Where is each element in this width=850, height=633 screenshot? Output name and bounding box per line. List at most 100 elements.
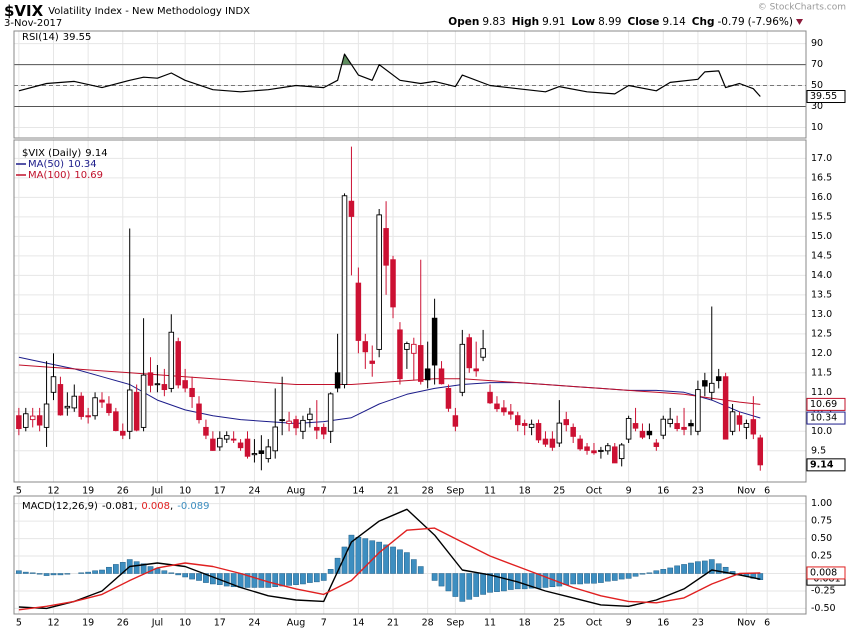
histogram-bar [244, 573, 251, 588]
histogram-bar [175, 573, 182, 576]
panel-frame [13, 30, 807, 139]
y-tick-label: 9.5 [811, 445, 826, 456]
x-tick-label: 16 [657, 618, 669, 629]
candle-body [133, 391, 140, 431]
candle-body [431, 317, 438, 366]
legend-separator: , [170, 501, 173, 512]
candle-body [16, 415, 22, 430]
x-tick-label: 12 [47, 618, 59, 629]
histogram-bar [695, 561, 701, 574]
candle-body [362, 341, 369, 353]
candle-body [64, 405, 71, 409]
candle-body [445, 387, 452, 409]
candle-body [23, 413, 29, 428]
candle-body [272, 426, 278, 452]
candle-body [161, 384, 168, 391]
candle-body [140, 374, 147, 428]
histogram-bar [106, 566, 112, 574]
y-tick-label: 13.5 [811, 289, 832, 300]
histogram-bar [452, 573, 459, 597]
x-tick-label: Jul [151, 486, 163, 497]
candle-body [320, 426, 327, 435]
candle-body [556, 422, 563, 444]
candle-body [480, 348, 486, 358]
histogram-bar [196, 573, 202, 581]
histogram-bar [376, 541, 383, 574]
histogram-bar [404, 552, 410, 574]
stat-value: 9.83 [482, 16, 505, 28]
candle-body [473, 368, 479, 372]
x-tick-label: 11 [484, 618, 496, 629]
histogram-bar [36, 573, 43, 575]
candle-body [36, 415, 43, 426]
histogram-bar [459, 573, 466, 602]
candle-body [355, 282, 362, 341]
legend: MACD(12,26,9) -0.081, 0.008, -0.089 [22, 501, 209, 512]
candle-body [598, 449, 604, 452]
y-tick-label: 15.0 [811, 231, 832, 242]
y-tick-label: -0.25 [811, 585, 836, 596]
x-tick-label: 19 [82, 486, 94, 497]
histogram-bar [223, 573, 230, 587]
histogram-bar [507, 573, 514, 590]
x-tick-label: Oct [586, 618, 603, 629]
histogram-bar [168, 572, 175, 574]
x-tick-label: 5 [16, 618, 22, 629]
y-tick-label: 50 [811, 80, 823, 91]
legend-value: 10.69 [74, 170, 103, 181]
candle-body [341, 195, 348, 385]
stat-label: Chg [692, 16, 715, 28]
candle-body [251, 453, 258, 456]
candle-body [168, 331, 175, 389]
histogram-bar [674, 565, 680, 574]
x-tick-label: Nov [737, 618, 756, 629]
histogram-bar [29, 572, 36, 574]
candle-body [244, 438, 251, 457]
histogram-bar [722, 566, 729, 574]
x-tick-label: 17 [214, 486, 226, 497]
histogram-bar [466, 573, 473, 600]
histogram-bar [279, 573, 286, 587]
histogram-bar [604, 573, 611, 582]
y-tick-label: -0.50 [811, 603, 836, 614]
value-box-label: 10.69 [810, 399, 837, 410]
y-tick-label: 90 [811, 38, 823, 49]
value-box [806, 458, 846, 472]
candle-body [175, 341, 181, 386]
legend-title: RSI(14) [22, 32, 59, 43]
legend: RSI(14) 39.55 [22, 32, 91, 43]
x-tick-label: Sep [446, 618, 464, 629]
candle-body [729, 411, 736, 432]
candle-body [667, 418, 673, 424]
panel-frame [13, 495, 807, 615]
candle-body [265, 446, 272, 460]
legend-title: $VIX (Daily) [22, 148, 81, 159]
candle-body [528, 423, 535, 428]
histogram-bar [681, 564, 687, 574]
stat-label: Close [628, 16, 660, 28]
x-tick-label: Oct [586, 486, 603, 497]
candle-body [210, 438, 216, 451]
candle-body [646, 430, 653, 436]
legend-title: MACD(12,26,9) [22, 501, 98, 512]
legend: $VIX (Daily) 9.14 [22, 148, 108, 159]
y-tick-label: 14.5 [811, 250, 832, 261]
x-tick-label: 11 [484, 486, 496, 497]
x-tick-label: Aug [287, 486, 306, 497]
candle-body [743, 423, 750, 428]
legend-name: MA(50) [28, 159, 64, 170]
x-tick-label: 12 [47, 486, 59, 497]
y-tick-label: 11.0 [811, 387, 832, 398]
legend: MA(100) 10.69 [28, 170, 103, 181]
histogram-bar [591, 573, 597, 584]
candle-body [300, 419, 306, 432]
candle-body [258, 450, 265, 454]
y-tick-label: 0.75 [811, 516, 832, 527]
candle-body [625, 417, 632, 440]
histogram-bar [397, 549, 403, 574]
y-tick-label: 13.0 [811, 309, 832, 320]
histogram-bar [625, 573, 632, 579]
histogram-bar [632, 573, 639, 577]
candle-body [154, 383, 161, 386]
candle-body [113, 411, 119, 431]
